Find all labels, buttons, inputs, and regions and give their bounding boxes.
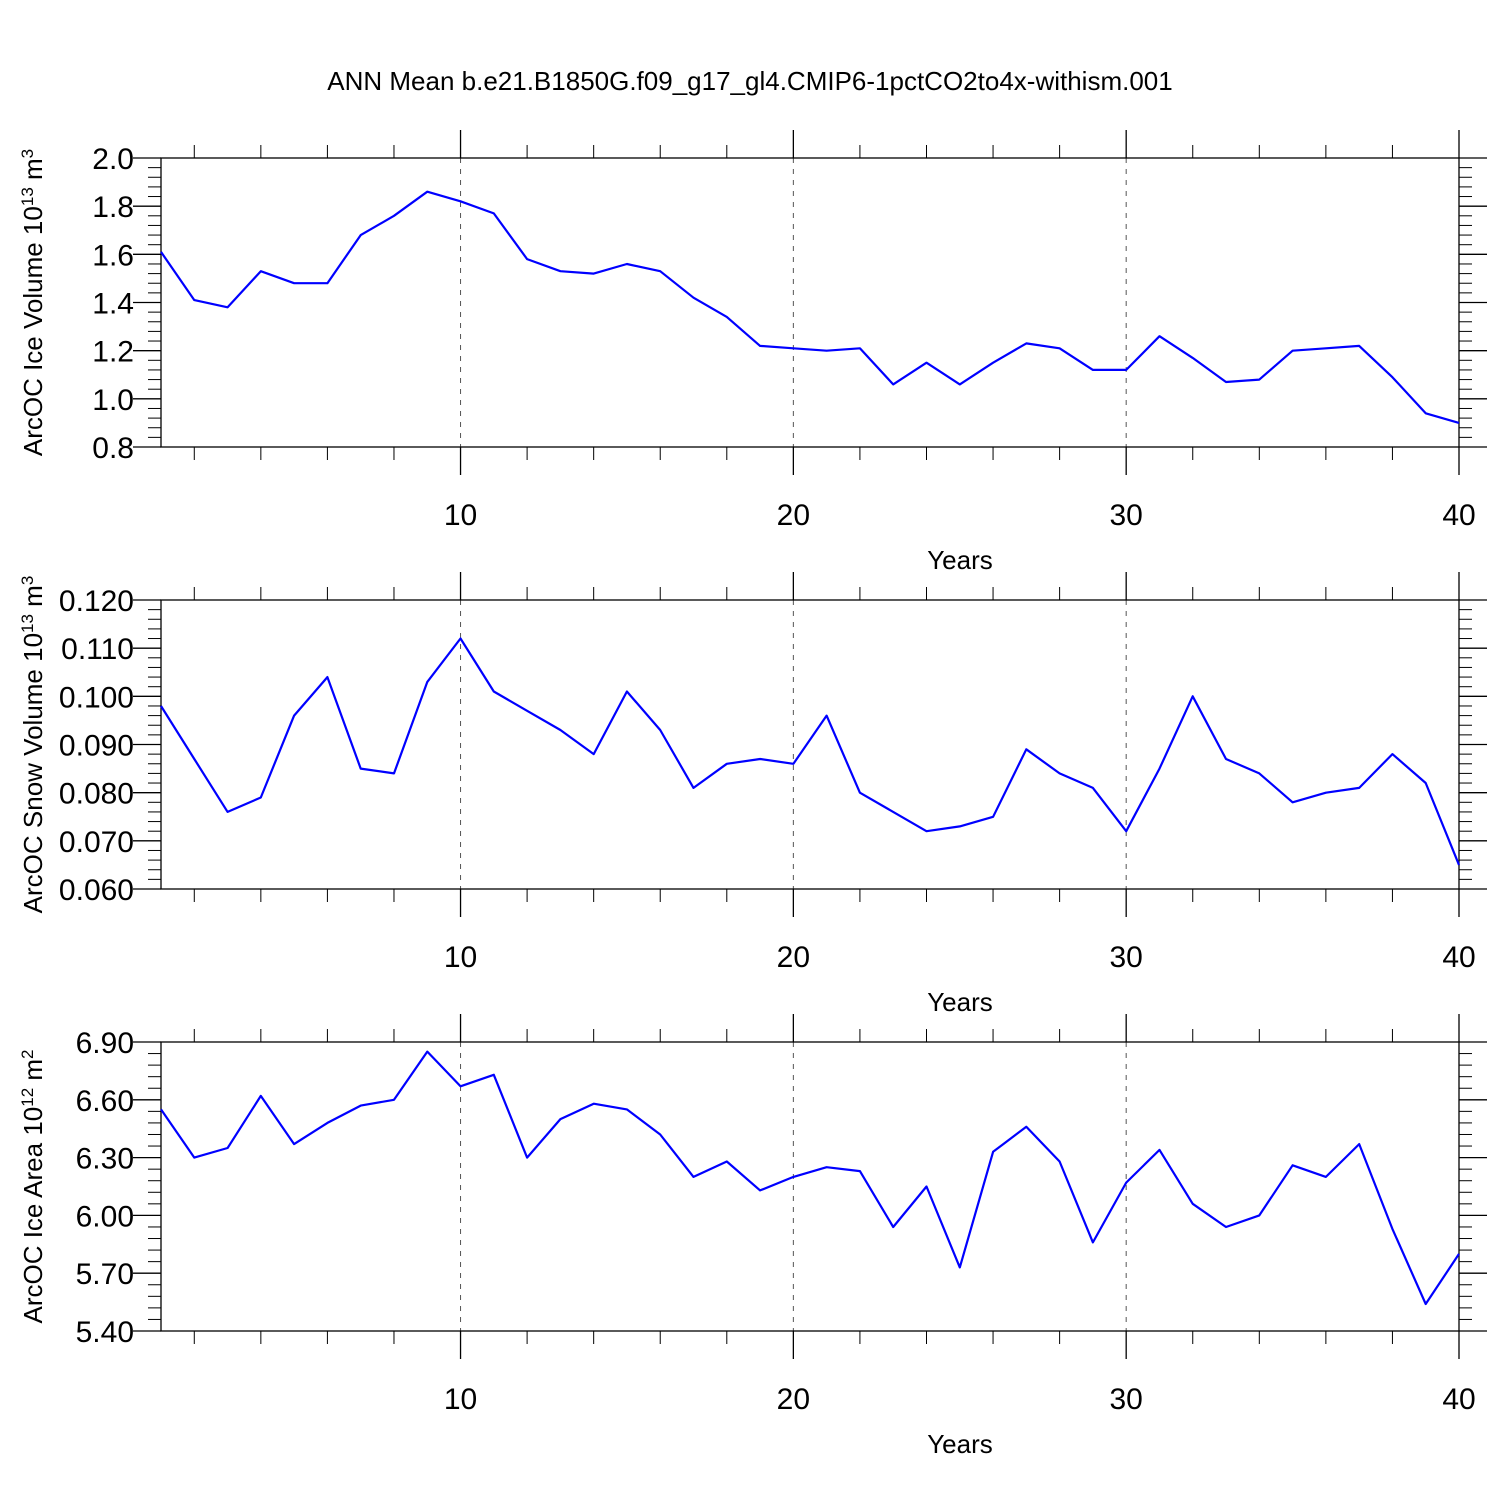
y-axis-title: ArcOC Ice Area 1012 m2 [18,1049,49,1323]
y-tick-label: 6.00 [76,1200,134,1233]
x-tick-label: 20 [777,499,810,532]
y-tick-label: 1.4 [92,288,134,321]
x-tick-label: 40 [1442,499,1475,532]
y-tick-label: 1.0 [92,384,134,417]
x-tick-label: 40 [1442,1383,1475,1416]
y-tick-label: 0.100 [59,681,134,714]
series-line [160,1050,1460,1306]
y-tick-label: 0.080 [59,778,134,811]
y-axis-title: ArcOC Snow Volume 1013 m3 [18,576,49,914]
plot-frame [160,157,1460,448]
plot-frame [160,1041,1460,1332]
x-tick-label: 30 [1109,499,1142,532]
y-tick-label: 6.90 [76,1027,134,1060]
y-tick-label: 6.60 [76,1085,134,1118]
x-tick-label: 40 [1442,941,1475,974]
y-tick-label: 0.060 [59,874,134,907]
x-axis-title: Years [927,1429,993,1459]
y-tick-label: 0.090 [59,730,134,763]
y-tick-label: 5.40 [76,1316,134,1349]
y-axis-title: ArcOC Ice Volume 1013 m3 [18,149,49,456]
x-axis-title: Years [927,987,993,1017]
x-tick-label: 10 [444,1383,477,1416]
y-tick-label: 0.8 [92,432,134,465]
panels: 0.8 1.0 1.2 1.4 1.6 1.8 2.0 10 20 30 40 Years ArcOC … [18,130,1487,1459]
y-tick-label: 1.8 [92,191,134,224]
x-tick-label: 20 [777,941,810,974]
y-tick-label: 6.30 [76,1143,134,1176]
chart-panel-1: 0.8 1.0 1.2 1.4 1.6 1.8 2.0 10 20 30 40 Years ArcOC … [18,130,1487,575]
series-line [160,637,1461,866]
y-tick-label: 0.070 [59,826,134,859]
x-tick-label: 10 [444,499,477,532]
y-tick-label: 1.2 [92,336,134,369]
y-tick-label: 0.110 [61,633,134,666]
x-tick-label: 10 [444,941,477,974]
y-tick-label: 5.70 [76,1258,134,1291]
series-line [160,190,1460,424]
y-tick-label: 1.6 [92,239,134,272]
plot-frame [160,599,1460,890]
x-axis-title: Years [927,545,993,575]
y-tick-label: 0.120 [59,585,134,618]
x-tick-label: 30 [1109,941,1142,974]
x-tick-label: 20 [777,1383,810,1416]
figure-title: ANN Mean b.e21.B1850G.f09_g17_gl4.CMIP6-… [327,66,1172,96]
chart-panel-2: 0.060 0.070 0.080 0.090 0.100 0.110 0.120 10 20 3… [18,572,1487,1017]
y-tick-label: 2.0 [92,143,134,176]
x-tick-label: 30 [1109,1383,1142,1416]
chart-panel-3: 5.40 5.70 6.00 6.30 6.60 6.90 10 20 30 40 Years Arc… [18,1014,1487,1459]
